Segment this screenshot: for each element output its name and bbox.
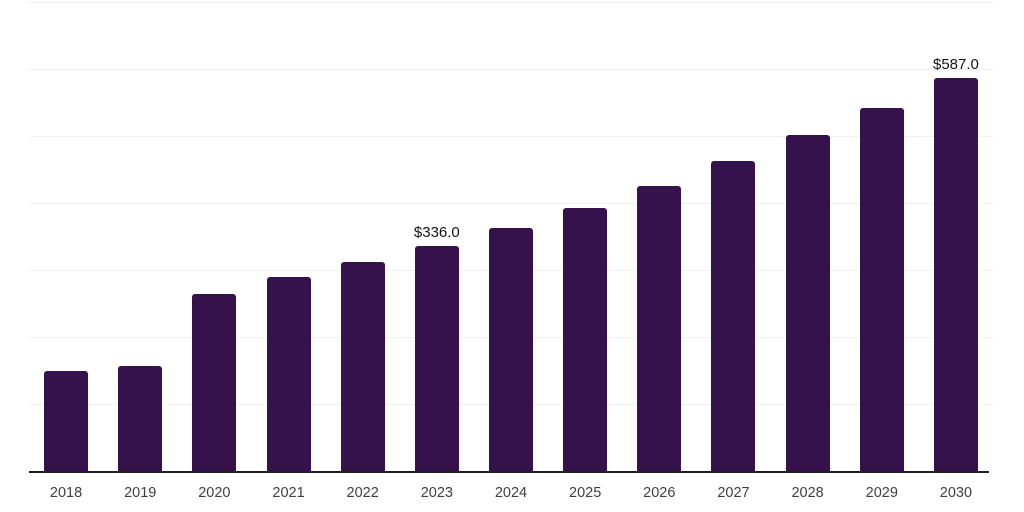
bar-2020[interactable] bbox=[192, 294, 237, 471]
x-tick-label-2020: 2020 bbox=[198, 485, 231, 501]
bar-2025[interactable] bbox=[563, 207, 608, 471]
bar-2029[interactable] bbox=[859, 107, 904, 471]
bar-2027[interactable] bbox=[711, 161, 756, 471]
data-label-2030: $587.0 bbox=[932, 55, 979, 73]
bar-2022[interactable] bbox=[340, 261, 385, 471]
x-tick-label-2023: 2023 bbox=[420, 485, 453, 501]
x-axis-line bbox=[29, 471, 989, 473]
x-tick-label-2025: 2025 bbox=[569, 485, 602, 501]
bar-2018[interactable] bbox=[44, 370, 89, 471]
data-label-2023: $336.0 bbox=[413, 223, 460, 241]
bar-2021[interactable] bbox=[266, 276, 311, 471]
x-tick-label-2027: 2027 bbox=[717, 485, 750, 501]
x-tick-label-2022: 2022 bbox=[346, 485, 379, 501]
bar-2019[interactable] bbox=[118, 365, 163, 471]
x-tick-label-2030: 2030 bbox=[939, 485, 973, 501]
gridline bbox=[29, 69, 993, 70]
gridline bbox=[29, 136, 993, 137]
bar-2023[interactable] bbox=[414, 245, 459, 471]
bar-2026[interactable] bbox=[637, 185, 682, 471]
x-tick-label-2024: 2024 bbox=[494, 485, 528, 501]
x-tick-label-2028: 2028 bbox=[791, 485, 824, 501]
x-tick-label-2026: 2026 bbox=[643, 485, 676, 501]
bar-2028[interactable] bbox=[785, 135, 830, 471]
x-tick-label-2019: 2019 bbox=[124, 485, 157, 501]
bar-2030[interactable] bbox=[933, 77, 978, 471]
x-tick-label-2029: 2029 bbox=[865, 485, 898, 501]
gridline bbox=[29, 2, 993, 3]
x-tick-label-2021: 2021 bbox=[272, 485, 305, 501]
bar-2024[interactable] bbox=[489, 227, 533, 471]
gridline bbox=[29, 203, 993, 204]
x-tick-label-2018: 2018 bbox=[49, 485, 83, 501]
